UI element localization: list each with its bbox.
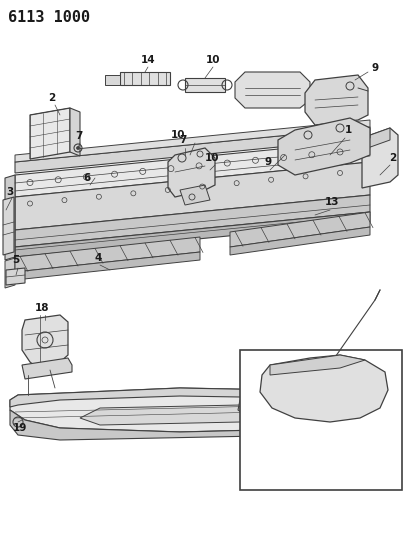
- Polygon shape: [15, 237, 200, 272]
- Polygon shape: [15, 127, 370, 173]
- Polygon shape: [185, 78, 225, 92]
- Polygon shape: [15, 212, 370, 257]
- Polygon shape: [5, 175, 15, 260]
- Text: 14: 14: [141, 55, 155, 65]
- Text: 17: 17: [268, 353, 282, 363]
- Polygon shape: [80, 405, 260, 425]
- Polygon shape: [305, 75, 368, 125]
- Polygon shape: [30, 108, 70, 159]
- Polygon shape: [230, 212, 370, 247]
- Text: 2: 2: [389, 153, 397, 163]
- Polygon shape: [105, 75, 120, 85]
- Polygon shape: [15, 140, 370, 197]
- Text: 19: 19: [13, 423, 27, 433]
- Polygon shape: [10, 388, 310, 407]
- Polygon shape: [180, 185, 210, 205]
- Polygon shape: [15, 252, 200, 280]
- Text: 7: 7: [179, 135, 187, 145]
- Polygon shape: [70, 108, 80, 156]
- Polygon shape: [15, 195, 370, 247]
- Text: 10: 10: [206, 55, 220, 65]
- Polygon shape: [22, 315, 68, 370]
- Polygon shape: [238, 393, 300, 420]
- Polygon shape: [362, 128, 398, 188]
- Text: 20: 20: [301, 423, 315, 433]
- Text: 4: 4: [94, 253, 102, 263]
- Polygon shape: [120, 72, 170, 85]
- Text: 7: 7: [75, 131, 83, 141]
- Polygon shape: [3, 197, 14, 255]
- Polygon shape: [362, 128, 390, 150]
- Text: 13: 13: [325, 197, 339, 207]
- Text: 5: 5: [12, 255, 20, 265]
- Polygon shape: [278, 118, 370, 175]
- Text: 21: 21: [265, 373, 279, 383]
- Text: 3: 3: [7, 187, 13, 197]
- Polygon shape: [10, 410, 320, 440]
- Text: 6113 1000: 6113 1000: [8, 10, 90, 25]
- Polygon shape: [15, 120, 370, 162]
- Circle shape: [255, 372, 261, 378]
- Text: 2: 2: [49, 93, 55, 103]
- Text: 1: 1: [344, 125, 352, 135]
- Polygon shape: [6, 268, 25, 285]
- Polygon shape: [168, 148, 215, 197]
- Polygon shape: [22, 358, 72, 379]
- Polygon shape: [260, 355, 388, 422]
- Text: 9: 9: [264, 157, 272, 167]
- Text: 6: 6: [83, 173, 91, 183]
- Polygon shape: [235, 72, 310, 108]
- Polygon shape: [5, 258, 15, 288]
- FancyBboxPatch shape: [240, 350, 402, 490]
- Polygon shape: [230, 227, 370, 255]
- Polygon shape: [10, 388, 325, 432]
- Text: 10: 10: [171, 130, 185, 140]
- Text: 9: 9: [371, 63, 379, 73]
- Text: 18: 18: [35, 303, 49, 313]
- Text: 16: 16: [241, 353, 255, 363]
- Circle shape: [77, 147, 80, 149]
- Text: 10: 10: [205, 153, 219, 163]
- Polygon shape: [15, 162, 370, 230]
- Polygon shape: [270, 355, 365, 375]
